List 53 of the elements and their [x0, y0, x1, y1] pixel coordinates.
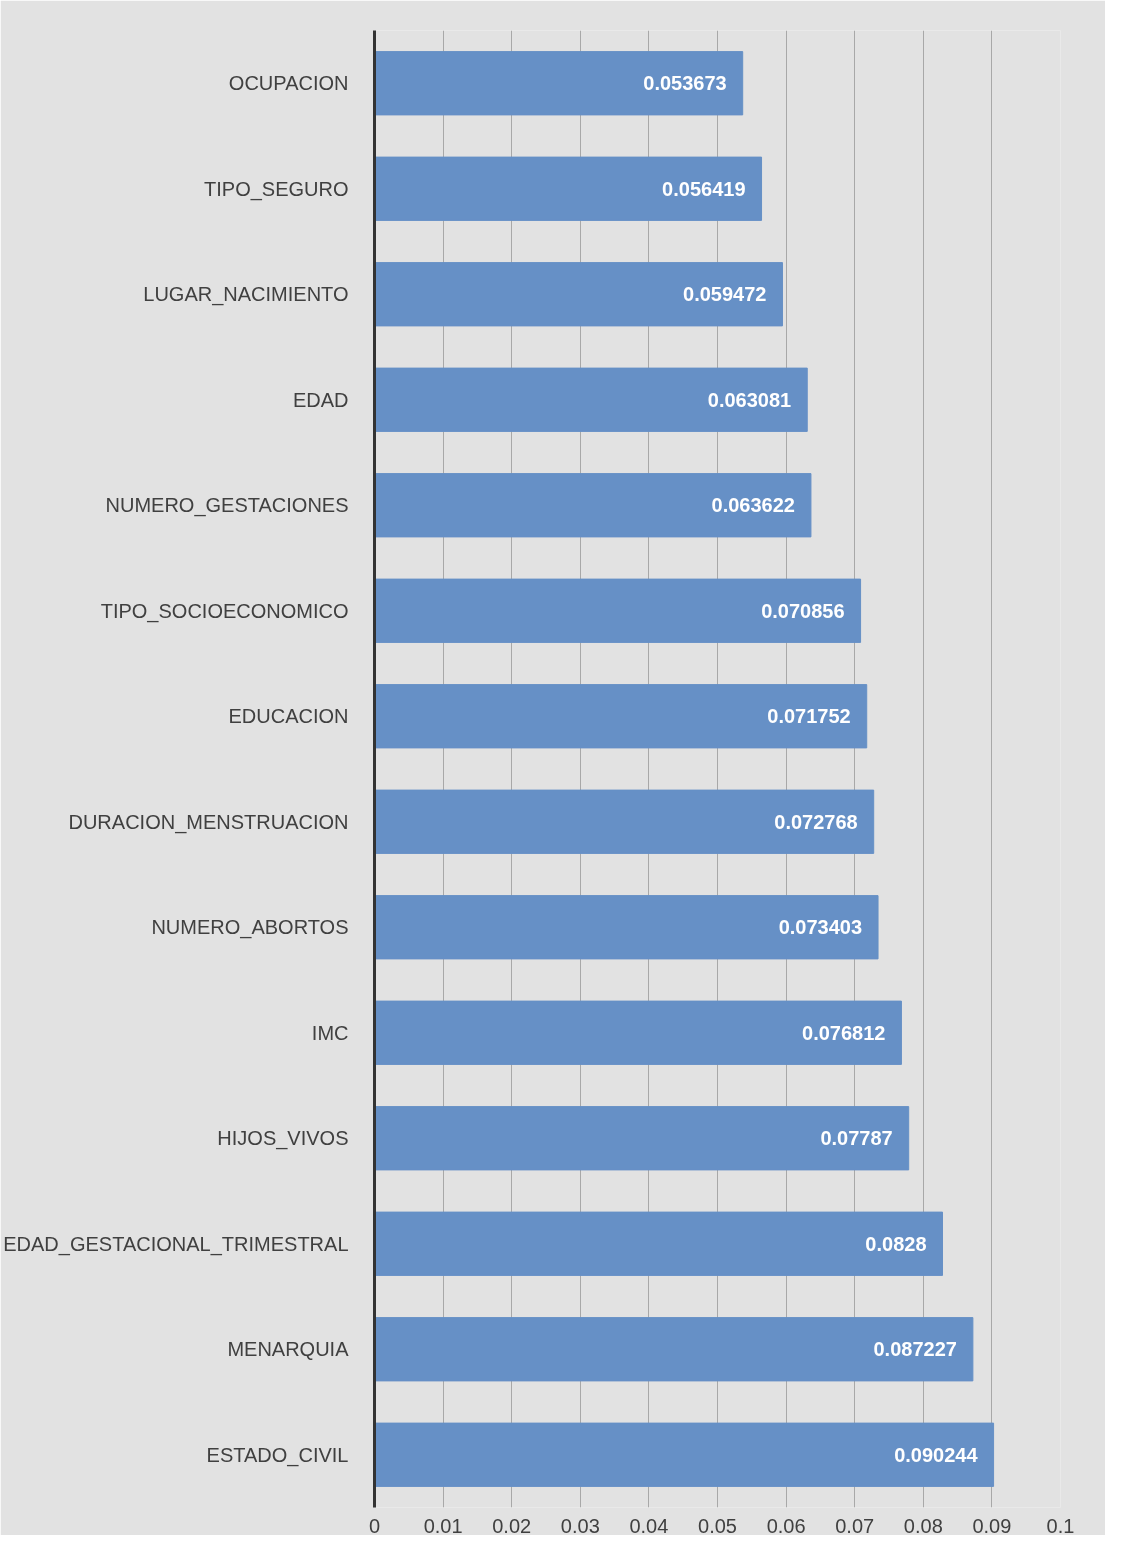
data-label: 0.0828 — [865, 1232, 927, 1255]
data-label: 0.056419 — [662, 177, 746, 200]
bar — [374, 367, 808, 432]
y-tick-label: HIJOS_VIVOS — [217, 1127, 349, 1151]
data-label: 0.090244 — [894, 1443, 979, 1466]
bar — [374, 789, 875, 854]
data-label: 0.087227 — [873, 1338, 957, 1361]
y-tick-label: TIPO_SOCIOECONOMICO — [100, 599, 349, 623]
data-label: 0.072768 — [774, 810, 858, 833]
x-tick-label: 0.02 — [492, 1514, 532, 1537]
y-tick-label: TIPO_SEGURO — [204, 177, 349, 201]
data-label: 0.073403 — [778, 916, 863, 939]
data-label: 0.063622 — [711, 494, 795, 517]
y-tick-label: EDUCACION — [228, 705, 349, 728]
y-tick-label: EDAD — [292, 388, 349, 411]
y-tick-label: OCUPACION — [228, 72, 349, 95]
y-tick-label: EDAD_GESTACIONAL_TRIMESTRAL — [3, 1232, 349, 1256]
bar — [374, 1000, 902, 1065]
data-label: 0.063081 — [707, 388, 792, 411]
x-tick-label: 0.07 — [835, 1514, 875, 1537]
x-tick-label: 0.05 — [698, 1514, 737, 1537]
x-tick-label: 0.01 — [423, 1514, 463, 1537]
x-tick-label: 0 — [368, 1514, 381, 1537]
bar — [374, 1317, 974, 1382]
x-tick-label: 0.1 — [1046, 1514, 1075, 1537]
x-tick-label: 0.06 — [766, 1514, 806, 1537]
y-tick-label: LUGAR_NACIMIENTO — [143, 283, 349, 307]
bar — [374, 473, 812, 538]
bar — [374, 262, 783, 327]
bar — [374, 578, 862, 643]
data-label: 0.076812 — [802, 1021, 886, 1044]
y-tick-label: DURACION_MENSTRUACION — [68, 810, 349, 834]
data-label: 0.059472 — [683, 283, 767, 306]
bar — [374, 684, 868, 749]
data-label: 0.07787 — [820, 1127, 893, 1150]
x-tick-label: 0.09 — [972, 1514, 1012, 1537]
bar — [374, 1422, 995, 1487]
y-tick-label: NUMERO_GESTACIONES — [105, 494, 349, 518]
y-tick-label: NUMERO_ABORTOS — [151, 916, 349, 940]
x-tick-label: 0.08 — [903, 1514, 943, 1537]
bar — [374, 895, 879, 960]
bar — [374, 51, 744, 116]
bar — [374, 156, 763, 221]
data-label: 0.053673 — [643, 72, 727, 95]
y-tick-label: IMC — [311, 1021, 349, 1044]
bar — [374, 1106, 910, 1171]
data-label: 0.071752 — [767, 705, 851, 728]
y-tick-label: ESTADO_CIVIL — [206, 1443, 349, 1467]
x-tick-label: 0.04 — [629, 1514, 669, 1537]
bar — [374, 1211, 944, 1276]
data-label: 0.070856 — [761, 599, 845, 622]
y-tick-label: MENARQUIA — [227, 1338, 350, 1361]
x-tick-label: 0.03 — [560, 1514, 600, 1537]
